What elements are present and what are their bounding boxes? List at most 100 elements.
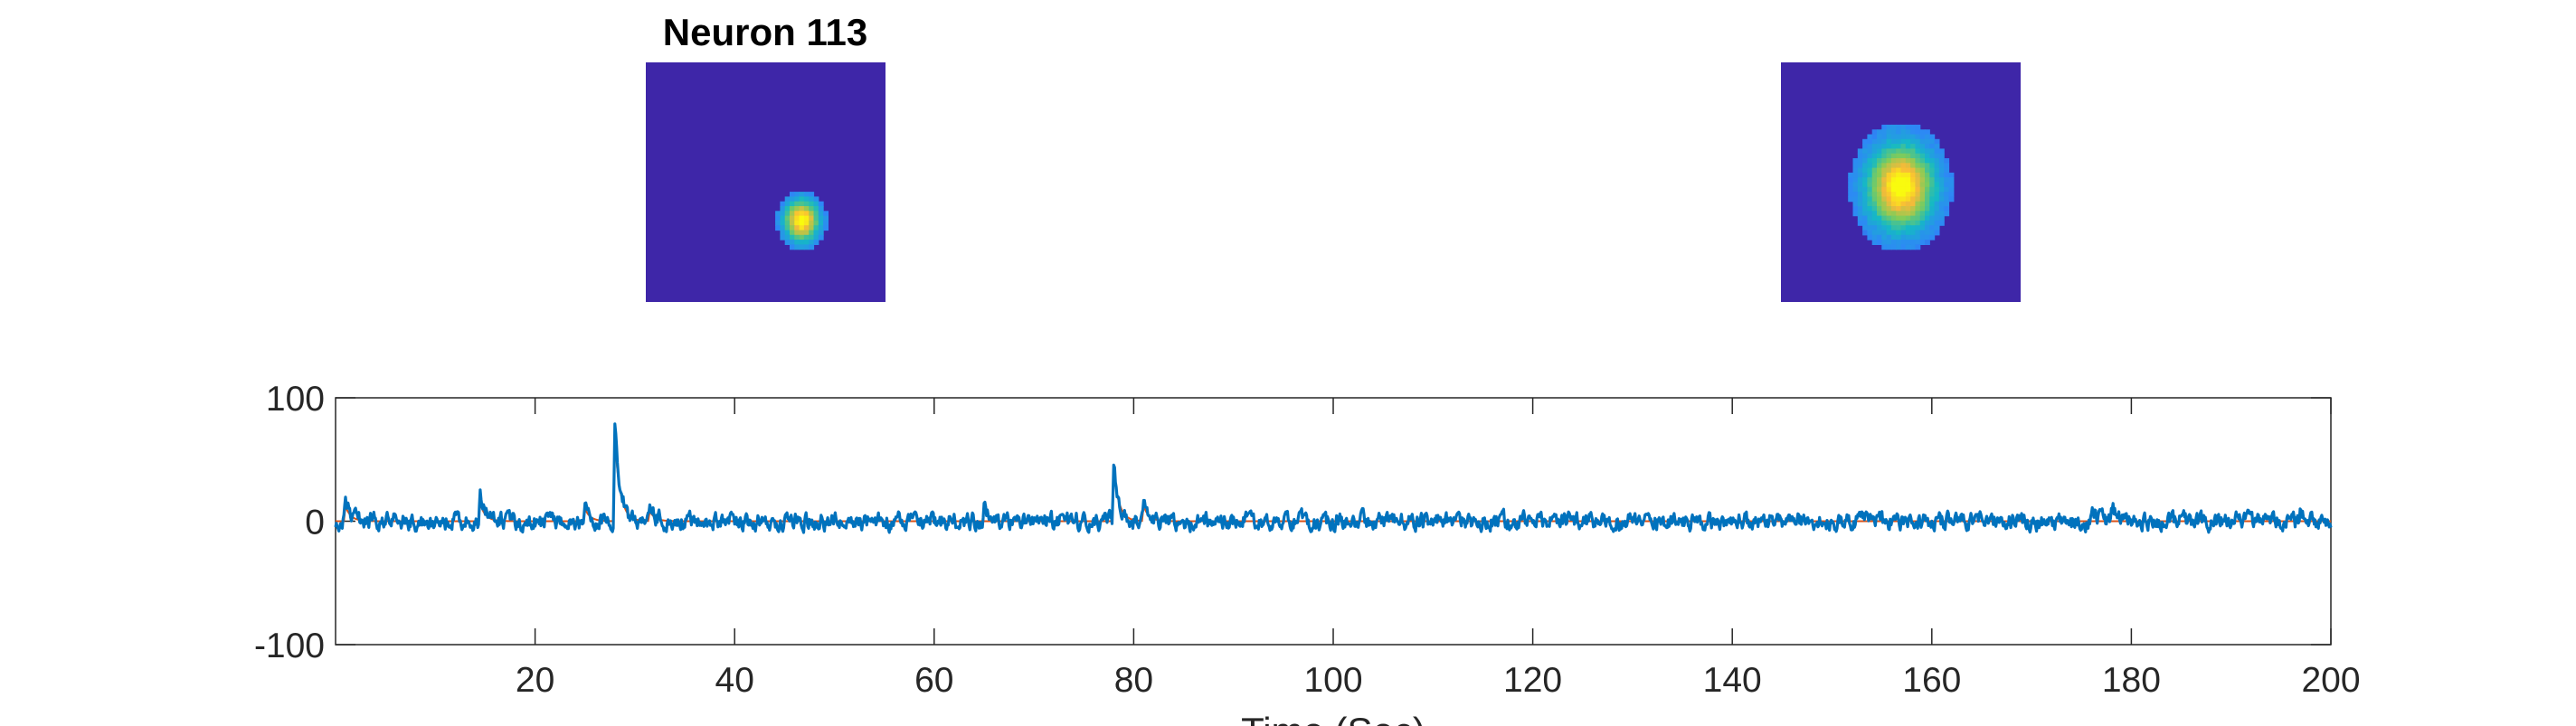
heatmap-right-cell bbox=[1872, 211, 1878, 216]
heatmap-right-cell bbox=[1891, 221, 1897, 226]
heatmap-right-cell bbox=[1862, 144, 1868, 149]
heatmap-right-cell bbox=[1929, 196, 1935, 202]
heatmap-right-cell bbox=[1920, 148, 1926, 154]
heatmap-right-cell bbox=[1910, 216, 1916, 222]
heatmap-right-cell bbox=[1910, 135, 1916, 140]
heatmap-right-cell bbox=[1935, 168, 1940, 174]
heatmap-right-cell bbox=[1891, 163, 1897, 168]
heatmap-right-cell bbox=[1881, 144, 1887, 149]
heatmap-right-cell bbox=[1896, 187, 1901, 193]
heatmap-right-cell bbox=[1853, 206, 1859, 212]
heatmap-right-cell bbox=[1877, 148, 1882, 154]
heatmap-left-cell bbox=[800, 216, 805, 222]
heatmap-right-cell bbox=[1906, 196, 1911, 202]
heatmap-left-cell bbox=[790, 211, 795, 216]
heatmap-right-cell bbox=[1906, 187, 1911, 193]
heatmap-left-cell bbox=[809, 225, 814, 231]
heatmap-right-cell bbox=[1920, 154, 1926, 159]
heatmap-left-cell bbox=[814, 206, 819, 212]
heatmap-right-cell bbox=[1915, 216, 1920, 222]
heatmap-right-cell bbox=[1906, 216, 1911, 222]
heatmap-right-cell bbox=[1862, 177, 1868, 183]
heatmap-right-cell bbox=[1896, 240, 1901, 245]
heatmap-right-cell bbox=[1901, 231, 1907, 236]
heatmap-right-cell bbox=[1920, 163, 1926, 168]
heatmap-right-cell bbox=[1906, 192, 1911, 197]
heatmap-right-cell bbox=[1887, 192, 1892, 197]
heatmap-right-cell bbox=[1881, 244, 1887, 250]
heatmap-left-cell bbox=[819, 231, 824, 236]
heatmap-right-cell bbox=[1939, 216, 1945, 222]
heatmap-left-cell bbox=[804, 206, 810, 212]
heatmap-right-cell bbox=[1891, 206, 1897, 212]
heatmap-right-cell bbox=[1867, 196, 1872, 202]
heatmap-right-cell bbox=[1872, 129, 1878, 135]
heatmap-left-cell bbox=[809, 221, 814, 226]
x-tick-label: 160 bbox=[1902, 661, 1961, 700]
heatmap-right-cell bbox=[1891, 148, 1897, 154]
heatmap-right-cell bbox=[1929, 144, 1935, 149]
y-tick-label: -100 bbox=[254, 627, 325, 665]
heatmap-right-cell bbox=[1929, 168, 1935, 174]
heatmap-right-cell bbox=[1935, 192, 1940, 197]
heatmap-right-cell bbox=[1872, 154, 1878, 159]
heatmap-left-cell bbox=[790, 225, 795, 231]
heatmap-left-cell bbox=[785, 240, 791, 245]
heatmap-right-cell bbox=[1881, 235, 1887, 240]
heatmap-right-cell bbox=[1920, 168, 1926, 174]
heatmap-right-cell bbox=[1862, 196, 1868, 202]
heatmap-right-cell bbox=[1920, 196, 1926, 202]
heatmap-right-cell bbox=[1949, 187, 1955, 193]
heatmap-right-cell bbox=[1877, 211, 1882, 216]
heatmap-right-cell bbox=[1929, 231, 1935, 236]
heatmap-left-cell bbox=[775, 216, 781, 222]
heatmap-left-cell bbox=[790, 231, 795, 236]
heatmap-right-cell bbox=[1862, 168, 1868, 174]
heatmap-right-cell bbox=[1867, 183, 1872, 188]
heatmap-left-cell bbox=[809, 240, 814, 245]
heatmap-right-cell bbox=[1877, 187, 1882, 193]
heatmap-right-cell bbox=[1872, 139, 1878, 145]
heatmap-right-cell bbox=[1881, 183, 1887, 188]
heatmap-right-cell bbox=[1929, 158, 1935, 164]
heatmap-right-cell bbox=[1910, 173, 1916, 178]
heatmap-right-cell bbox=[1939, 206, 1945, 212]
heatmap-left-cell bbox=[780, 231, 785, 236]
heatmap-right-cell bbox=[1867, 221, 1872, 226]
heatmap-left-cell bbox=[800, 211, 805, 216]
x-axis-label: Time (Sec) bbox=[1241, 710, 1425, 726]
heatmap-right-cell bbox=[1906, 139, 1911, 145]
heatmap-right-cell bbox=[1939, 177, 1945, 183]
heatmap-right-cell bbox=[1891, 231, 1897, 236]
heatmap-right-cell bbox=[1881, 221, 1887, 226]
heatmap-right-cell bbox=[1867, 202, 1872, 207]
heatmap-right-cell bbox=[1925, 211, 1930, 216]
heatmap-right-cell bbox=[1939, 148, 1945, 154]
heatmap-right-cell bbox=[1881, 225, 1887, 231]
heatmap-left-cell bbox=[785, 221, 791, 226]
heatmap-right-cell bbox=[1929, 206, 1935, 212]
heatmap-right-cell bbox=[1881, 139, 1887, 145]
heatmap-right-cell bbox=[1872, 216, 1878, 222]
heatmap-left-cell bbox=[814, 202, 819, 207]
heatmap-left-cell bbox=[785, 231, 791, 236]
heatmap-right-cell bbox=[1925, 135, 1930, 140]
heatmap-right-cell bbox=[1872, 144, 1878, 149]
x-tick-label: 40 bbox=[715, 661, 754, 700]
heatmap-right-cell bbox=[1887, 244, 1892, 250]
heatmap-right-cell bbox=[1881, 177, 1887, 183]
heatmap-right-cell bbox=[1925, 206, 1930, 212]
heatmap-right-cell bbox=[1910, 244, 1916, 250]
heatmap-right-cell bbox=[1858, 154, 1863, 159]
heatmap-left-cell bbox=[800, 196, 805, 202]
heatmap-right-cell bbox=[1881, 125, 1887, 130]
heatmap-right-cell bbox=[1929, 135, 1935, 140]
heatmap-right-cell bbox=[1906, 183, 1911, 188]
heatmap-right-cell bbox=[1910, 154, 1916, 159]
heatmap-right-cell bbox=[1862, 216, 1868, 222]
heatmap-right-cell bbox=[1867, 206, 1872, 212]
heatmap-right-cell bbox=[1906, 211, 1911, 216]
heatmap-right-cell bbox=[1901, 192, 1907, 197]
heatmap-right-cell bbox=[1915, 202, 1920, 207]
